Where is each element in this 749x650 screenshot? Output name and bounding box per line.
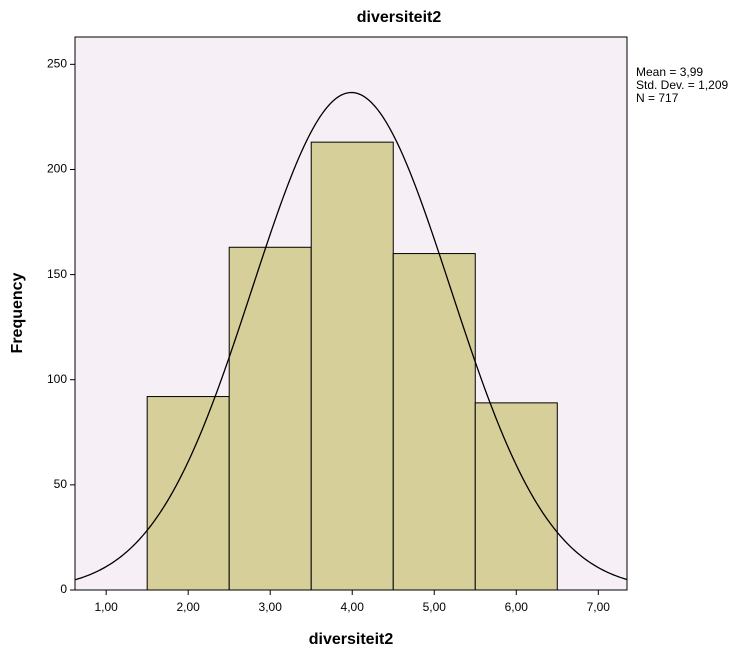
y-tick-label: 200	[47, 162, 67, 176]
x-tick-label: 7,00	[587, 600, 611, 614]
y-tick-label: 0	[60, 582, 67, 596]
y-axis-label: Frequency	[9, 272, 26, 353]
x-tick-label: 1,00	[94, 600, 118, 614]
x-tick-label: 2,00	[177, 600, 201, 614]
x-tick-label: 4,00	[341, 600, 365, 614]
y-tick-label: 100	[47, 372, 67, 386]
bar	[228, 246, 312, 591]
bar	[310, 141, 394, 591]
x-tick-label: 3,00	[259, 600, 283, 614]
y-tick-label: 150	[47, 267, 67, 281]
stat-label: Mean = 3,99	[636, 65, 703, 79]
y-tick-label: 250	[47, 57, 67, 71]
stat-label: Std. Dev. = 1,209	[636, 78, 728, 92]
stat-label: N = 717	[636, 91, 679, 105]
bar	[146, 396, 230, 591]
x-axis-label: diversiteit2	[309, 631, 394, 648]
y-tick-label: 50	[54, 477, 68, 491]
x-tick-label: 6,00	[505, 600, 529, 614]
normal-curve	[74, 91, 628, 581]
bar	[474, 402, 558, 591]
bar	[392, 253, 476, 591]
chart-title: diversiteit2	[357, 9, 442, 26]
x-tick-label: 5,00	[423, 600, 447, 614]
